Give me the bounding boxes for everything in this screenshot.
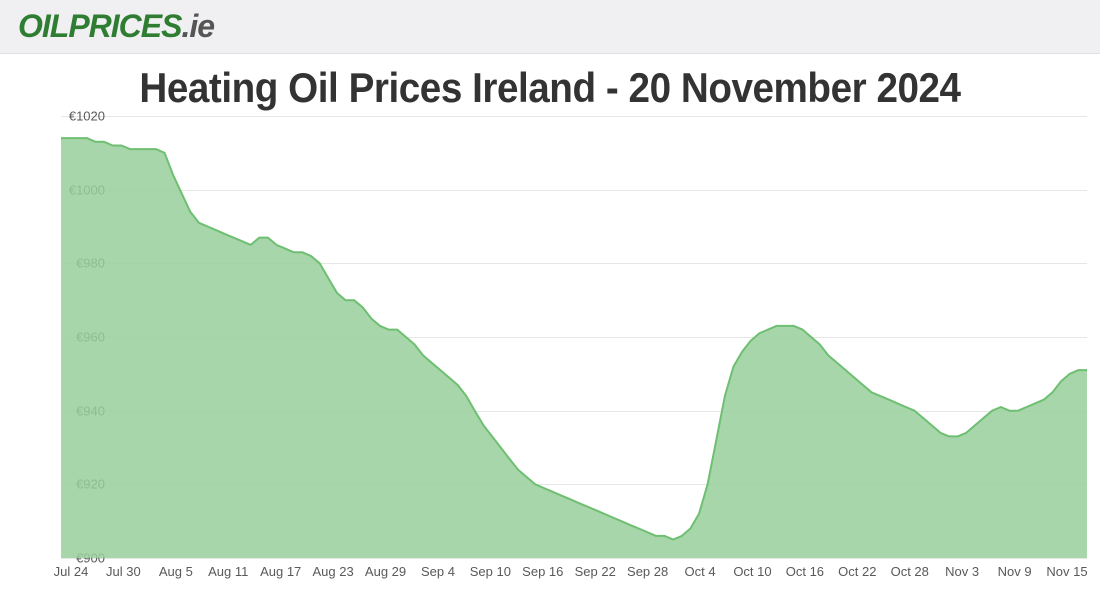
x-axis-label: Aug 11	[208, 564, 248, 579]
x-axis-label: Jul 30	[106, 564, 141, 579]
x-axis-label: Nov 3	[945, 564, 979, 579]
x-axis: Jul 24 Jul 30 Aug 5 Aug 11 Aug 17 Aug 23 Aug 2…	[5, 564, 1095, 602]
x-axis-label: Jul 24	[54, 564, 89, 579]
x-axis-label: Sep 4	[421, 564, 455, 579]
x-axis-label: Oct 4	[685, 564, 716, 579]
x-axis-label: Oct 28	[891, 564, 929, 579]
logo-text-suffix: .ie	[181, 8, 214, 44]
chart-area-fill	[61, 138, 1087, 558]
logo-text-main: OILPRICES	[18, 8, 181, 44]
x-axis-label: Sep 16	[522, 564, 563, 579]
x-axis-label: Sep 22	[575, 564, 616, 579]
x-axis-label: Oct 22	[838, 564, 876, 579]
site-logo[interactable]: OILPRICES.ie	[18, 8, 1082, 45]
price-chart: €900€920€940€960€980€1000€1020Jul 24Jul …	[5, 116, 1095, 596]
x-axis-label: Aug 5	[159, 564, 193, 579]
x-axis-label: Aug 29	[365, 564, 406, 579]
page-title: Heating Oil Prices Ireland - 20 November…	[44, 64, 1056, 112]
header-bar: OILPRICES.ie	[0, 0, 1100, 54]
x-axis-label: Aug 23	[312, 564, 353, 579]
chart-svg	[5, 116, 1097, 560]
x-axis-label: Oct 10	[733, 564, 771, 579]
x-axis-label: Sep 10	[470, 564, 511, 579]
x-axis-label: Nov 15	[1046, 564, 1087, 579]
x-axis-label: Nov 9	[998, 564, 1032, 579]
x-axis-label: Oct 16	[786, 564, 824, 579]
x-axis-label: Aug 17	[260, 564, 301, 579]
x-axis-label: Sep 28	[627, 564, 668, 579]
